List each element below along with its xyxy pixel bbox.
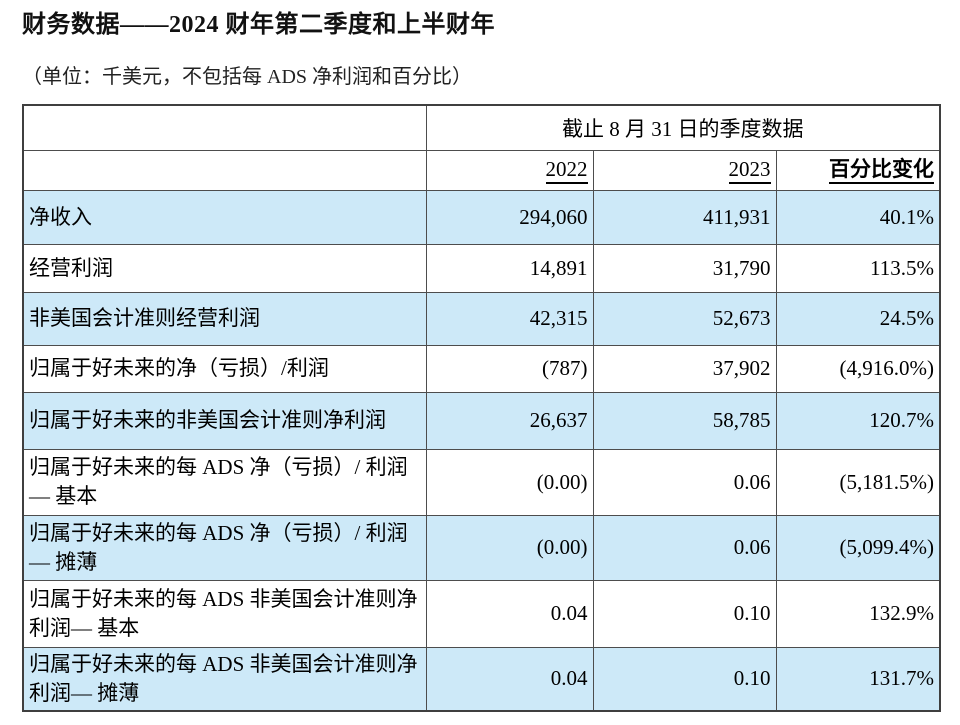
- table-row-operating-income: 经营利润 14,891 31,790 113.5%: [22, 243, 941, 293]
- value-2023: 52,673: [592, 291, 777, 346]
- table-row-per-ads-basic: 归属于好未来的每 ADS 净（亏损）/ 利润— 基本 (0.00) 0.06 (…: [22, 448, 941, 516]
- table-header-period-row: 截止 8 月 31 日的季度数据: [22, 104, 941, 151]
- value-2022: 0.04: [425, 579, 594, 648]
- row-label: 归属于好未来的每 ADS 净（亏损）/ 利润— 基本: [22, 448, 427, 516]
- row-label: 非美国会计准则经营利润: [22, 291, 427, 346]
- pct-change-value: 132.9%: [775, 579, 941, 648]
- value-2022: (787): [425, 344, 594, 393]
- row-label: 归属于好未来的每 ADS 非美国会计准则净利润— 基本: [22, 579, 427, 648]
- year-2023-header: 2023: [592, 149, 777, 191]
- page-title: 财务数据——2024 财年第二季度和上半财年: [22, 12, 495, 38]
- page-subtitle: （单位：千美元，不包括每 ADS 净利润和百分比）: [22, 66, 473, 88]
- value-2023: 0.10: [592, 646, 777, 711]
- value-2022: 294,060: [425, 189, 594, 245]
- value-2023: 0.06: [592, 448, 777, 516]
- table-row-non-gaap-net-income: 归属于好未来的非美国会计准则净利润 26,637 58,785 120.7%: [22, 391, 941, 450]
- period-header-cell: 截止 8 月 31 日的季度数据: [425, 104, 941, 151]
- row-label: 净收入: [22, 189, 427, 245]
- table-row-net-loss-income: 归属于好未来的净（亏损）/利润 (787) 37,902 (4,916.0%): [22, 344, 941, 393]
- table-header-columns-row: 2022 2023 百分比变化: [22, 149, 941, 191]
- empty-corner-cell: [22, 104, 427, 151]
- pct-change-value: (4,916.0%): [775, 344, 941, 393]
- value-2022: 26,637: [425, 391, 594, 450]
- financial-table: 截止 8 月 31 日的季度数据 2022 2023 百分比变化 净收入 294…: [22, 104, 942, 712]
- row-label: 归属于好未来的每 ADS 非美国会计准则净利润— 摊薄: [22, 646, 427, 711]
- row-label: 归属于好未来的净（亏损）/利润: [22, 344, 427, 393]
- value-2023: 31,790: [592, 243, 777, 293]
- pct-change-header: 百分比变化: [775, 149, 941, 191]
- table-row-per-ads-non-gaap-basic: 归属于好未来的每 ADS 非美国会计准则净利润— 基本 0.04 0.10 13…: [22, 579, 941, 648]
- value-2022: (0.00): [425, 514, 594, 581]
- pct-change-value: 113.5%: [775, 243, 941, 293]
- pct-change-value: (5,099.4%): [775, 514, 941, 581]
- value-2022: (0.00): [425, 448, 594, 516]
- year-2022-header: 2022: [425, 149, 594, 191]
- pct-change-value: 120.7%: [775, 391, 941, 450]
- value-2023: 411,931: [592, 189, 777, 245]
- pct-change-value: 24.5%: [775, 291, 941, 346]
- value-2022: 42,315: [425, 291, 594, 346]
- pct-change-value: (5,181.5%): [775, 448, 941, 516]
- row-label: 归属于好未来的非美国会计准则净利润: [22, 391, 427, 450]
- value-2023: 37,902: [592, 344, 777, 393]
- table-row-per-ads-diluted: 归属于好未来的每 ADS 净（亏损）/ 利润— 摊薄 (0.00) 0.06 (…: [22, 514, 941, 581]
- year-2022-header-label: 2022: [545, 157, 588, 184]
- empty-header-cell: [22, 149, 427, 191]
- row-label: 经营利润: [22, 243, 427, 293]
- value-2022: 14,891: [425, 243, 594, 293]
- value-2023: 0.10: [592, 579, 777, 648]
- pct-change-value: 131.7%: [775, 646, 941, 711]
- value-2023: 0.06: [592, 514, 777, 581]
- table-row-per-ads-non-gaap-diluted: 归属于好未来的每 ADS 非美国会计准则净利润— 摊薄 0.04 0.10 13…: [22, 646, 941, 711]
- table-row-net-revenue: 净收入 294,060 411,931 40.1%: [22, 189, 941, 245]
- pct-change-header-label: 百分比变化: [829, 157, 935, 184]
- value-2022: 0.04: [425, 646, 594, 711]
- table-row-non-gaap-operating-income: 非美国会计准则经营利润 42,315 52,673 24.5%: [22, 291, 941, 346]
- value-2023: 58,785: [592, 391, 777, 450]
- row-label: 归属于好未来的每 ADS 净（亏损）/ 利润— 摊薄: [22, 514, 427, 581]
- pct-change-value: 40.1%: [775, 189, 941, 245]
- year-2023-header-label: 2023: [728, 157, 771, 184]
